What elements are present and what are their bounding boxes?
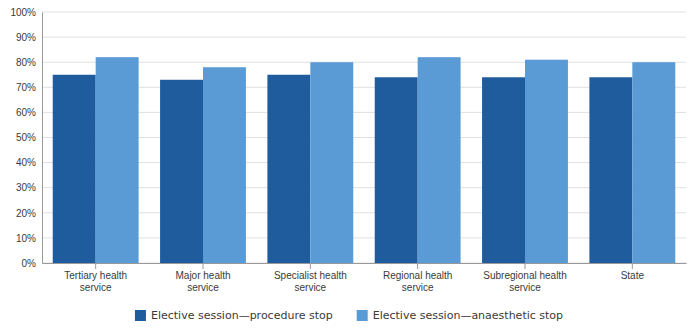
x-tick-mark [95, 263, 96, 269]
x-tick: Regional healthservice [383, 263, 453, 293]
bar [203, 67, 246, 263]
grid-line [42, 12, 686, 13]
bar [310, 62, 353, 263]
bar [418, 57, 461, 263]
y-tick: 100% [10, 7, 42, 18]
legend-item: Elective session—procedure stop [135, 309, 333, 322]
bar [482, 77, 525, 263]
bar-series [96, 57, 676, 263]
x-tick-label-line: State [621, 270, 645, 281]
y-tick: 0% [22, 258, 42, 269]
x-tick-mark [203, 263, 204, 269]
x-tick-label: Tertiary healthservice [64, 270, 127, 293]
y-tick-label: 50% [16, 132, 36, 143]
x-tick-label-line: Major health [175, 270, 230, 281]
y-tick: 50% [16, 132, 42, 143]
legend: Elective session—procedure stop Elective … [135, 309, 563, 322]
y-axis-line [42, 13, 43, 264]
bar [589, 77, 632, 263]
bar [632, 62, 675, 263]
y-tick-label: 30% [16, 182, 36, 193]
chart-container: 0% 10% 20% 30% 40% 50% 60% 70% 80% 90% 100% Tertiar… [0, 0, 698, 329]
x-tick-label: Subregional healthservice [483, 270, 566, 293]
x-tick: Major healthservice [175, 263, 230, 293]
legend-label: Elective session—anaesthetic stop [373, 309, 563, 322]
bars [53, 57, 676, 263]
x-tick-label-line: service [80, 282, 112, 293]
legend-item: Elective session—anaesthetic stop [357, 309, 563, 322]
legend-swatch [135, 310, 146, 321]
x-tick-label-line: Tertiary health [64, 270, 127, 281]
y-tick-label: 100% [10, 7, 36, 18]
y-tick: 70% [16, 82, 42, 93]
x-tick-label-line: service [294, 282, 326, 293]
y-tick-label: 70% [16, 82, 36, 93]
legend-swatch [357, 310, 368, 321]
chart: 0% 10% 20% 30% 40% 50% 60% 70% 80% 90% 100% Tertiar… [0, 0, 698, 329]
x-axis-line [43, 263, 687, 264]
x-tick-label: Specialist healthservice [274, 270, 347, 293]
y-tick: 30% [16, 182, 42, 193]
bar [96, 57, 139, 263]
y-axis: 0% 10% 20% 30% 40% 50% 60% 70% 80% 90% 100% [10, 7, 42, 269]
x-tick-mark [417, 263, 418, 269]
y-tick: 10% [16, 233, 42, 244]
x-tick-label-line: service [509, 282, 541, 293]
bar [267, 75, 310, 263]
y-tick-label: 10% [16, 233, 36, 244]
y-tick-label: 90% [16, 32, 36, 43]
x-tick: Specialist healthservice [274, 263, 347, 293]
legend-label: Elective session—procedure stop [151, 309, 333, 322]
y-tick: 40% [16, 157, 42, 168]
x-tick-mark [525, 263, 526, 269]
x-tick: Tertiary healthservice [64, 263, 127, 293]
x-tick: State [621, 263, 645, 281]
y-tick: 60% [16, 107, 42, 118]
x-tick-mark [632, 263, 633, 269]
x-tick-mark [310, 263, 311, 269]
bar [53, 75, 96, 263]
x-tick-label-line: Specialist health [274, 270, 347, 281]
y-tick: 80% [16, 57, 42, 68]
x-tick-label-line: service [187, 282, 219, 293]
y-tick: 90% [16, 32, 42, 43]
bar [160, 80, 203, 263]
y-tick-label: 80% [16, 57, 36, 68]
y-tick-label: 40% [16, 157, 36, 168]
y-tick-label: 20% [16, 208, 36, 219]
y-tick-label: 0% [22, 258, 37, 269]
x-tick-label-line: service [402, 282, 434, 293]
x-tick-label-line: Regional health [383, 270, 453, 281]
bar [375, 77, 418, 263]
x-tick-label: Major healthservice [175, 270, 230, 293]
x-tick: Subregional healthservice [483, 263, 566, 293]
x-axis: Tertiary healthserviceMajor healthservic… [43, 263, 687, 293]
grid [42, 12, 686, 263]
bar [525, 60, 568, 263]
y-tick-label: 60% [16, 107, 36, 118]
plot: 0% 10% 20% 30% 40% 50% 60% 70% 80% 90% 100% Tertiar… [10, 7, 686, 293]
y-tick: 20% [16, 208, 42, 219]
grid-line [42, 37, 686, 38]
x-tick-label: State [621, 270, 645, 281]
x-tick-label-line: Subregional health [483, 270, 566, 281]
x-tick-label: Regional healthservice [383, 270, 453, 293]
